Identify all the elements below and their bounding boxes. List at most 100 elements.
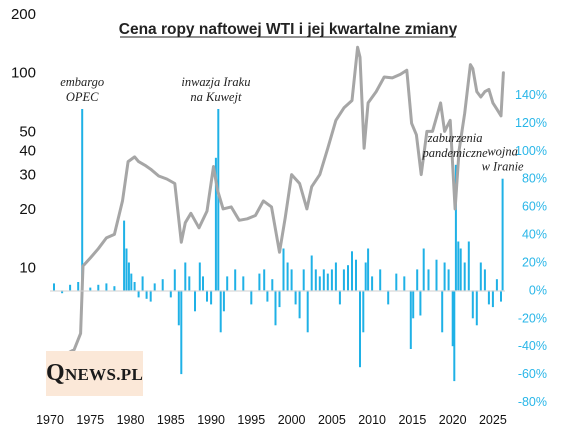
change-bar <box>177 290 180 326</box>
change-bar <box>435 259 438 291</box>
change-bar <box>81 109 84 291</box>
change-bar <box>202 276 204 291</box>
left-tick-label: 40 <box>19 142 36 159</box>
x-tick-label: 1985 <box>157 413 185 427</box>
change-bar <box>422 248 425 291</box>
change-bar <box>463 262 466 291</box>
change-bar <box>263 269 266 291</box>
change-bar <box>184 262 187 291</box>
change-bar <box>294 290 297 305</box>
change-bar <box>334 262 337 291</box>
annotation-text: OPEC <box>66 90 99 104</box>
change-bar <box>318 276 321 291</box>
change-bar <box>274 290 277 326</box>
change-bar <box>258 273 261 291</box>
change-bar <box>416 269 419 291</box>
change-bar <box>419 290 422 316</box>
change-bar <box>359 290 361 368</box>
change-bar <box>169 290 172 298</box>
change-bar <box>302 269 305 291</box>
change-bar <box>298 290 301 319</box>
change-bar <box>355 259 357 291</box>
change-bar <box>491 290 494 308</box>
x-tick-label: 2025 <box>479 413 507 427</box>
change-bar <box>347 265 349 291</box>
change-bar <box>113 286 116 291</box>
x-tick-label: 2010 <box>358 413 386 427</box>
right-tick-label: 140% <box>515 88 547 102</box>
change-bar <box>125 248 128 291</box>
x-axis-ticks: 1970 1975 1980 1985 1990 1995 2000 2005 2010 2015… <box>36 413 507 427</box>
right-tick-label: 60% <box>522 200 547 214</box>
change-bar <box>454 164 457 291</box>
right-tick-label: -20% <box>518 311 547 325</box>
logo-rest: NEWS.PL <box>64 365 144 384</box>
change-bar <box>501 178 504 291</box>
left-tick-label: 20 <box>19 201 36 218</box>
change-bar <box>379 269 382 291</box>
change-bar <box>161 279 164 291</box>
change-bar <box>412 290 415 319</box>
change-bar <box>97 284 100 291</box>
change-bar <box>188 276 191 291</box>
x-tick-label: 2015 <box>398 413 426 427</box>
logo-letter: Q <box>46 360 65 386</box>
change-bar <box>371 276 374 291</box>
change-bar <box>290 269 293 291</box>
change-bar <box>250 290 253 305</box>
change-bar <box>127 262 130 291</box>
left-tick-label: 200 <box>11 6 36 23</box>
change-bar <box>322 269 325 291</box>
change-bar <box>453 290 456 382</box>
right-tick-label: 120% <box>515 116 547 130</box>
change-bar <box>403 276 406 291</box>
x-tick-label: 2000 <box>278 413 306 427</box>
change-bar <box>342 269 345 291</box>
right-axis-ticks: -80% -60% -40% -20% 0% 20% 40% 60% 80% 100% 120% 14… <box>515 88 547 409</box>
change-bar <box>89 287 92 291</box>
change-bar <box>330 269 333 291</box>
left-axis-ticks: 10 20 30 40 50 100 200 <box>11 6 36 277</box>
annotation-text: inwazja Iraku <box>181 75 250 89</box>
change-bars <box>53 109 504 382</box>
change-bar <box>441 290 444 333</box>
change-bar <box>77 282 80 291</box>
x-tick-label: 1970 <box>36 413 64 427</box>
change-bar <box>314 269 317 291</box>
annotation-text: wojna <box>487 145 518 159</box>
change-bar <box>443 262 446 291</box>
change-bar <box>133 282 136 291</box>
change-bar <box>286 262 289 291</box>
right-tick-label: 40% <box>522 228 547 242</box>
change-bar <box>219 290 222 333</box>
right-tick-label: 0% <box>529 283 547 297</box>
change-bar <box>457 241 460 291</box>
change-bar <box>206 290 208 302</box>
change-bar <box>61 290 64 294</box>
price-line <box>48 45 505 361</box>
x-tick-label: 2020 <box>439 413 467 427</box>
change-bar <box>495 279 498 291</box>
change-bar <box>310 255 313 291</box>
change-bar <box>153 283 156 291</box>
x-tick-label: 1995 <box>237 413 265 427</box>
annotation-text: na Kuwejt <box>190 90 242 104</box>
change-bar <box>105 283 108 291</box>
annotation-text: w Iranie <box>482 160 524 174</box>
change-bar <box>149 290 152 302</box>
change-bar <box>459 248 462 291</box>
change-bar <box>141 276 144 291</box>
x-tick-label: 1990 <box>197 413 225 427</box>
change-bar <box>217 109 220 291</box>
change-bar <box>234 269 237 291</box>
change-bar <box>500 290 502 302</box>
change-bar <box>130 273 133 291</box>
change-bar <box>467 241 470 291</box>
right-tick-label: -60% <box>518 367 547 381</box>
x-tick-label: 1980 <box>117 413 145 427</box>
change-bar <box>306 290 309 333</box>
left-tick-label: 30 <box>19 167 36 184</box>
change-bar <box>475 290 478 326</box>
